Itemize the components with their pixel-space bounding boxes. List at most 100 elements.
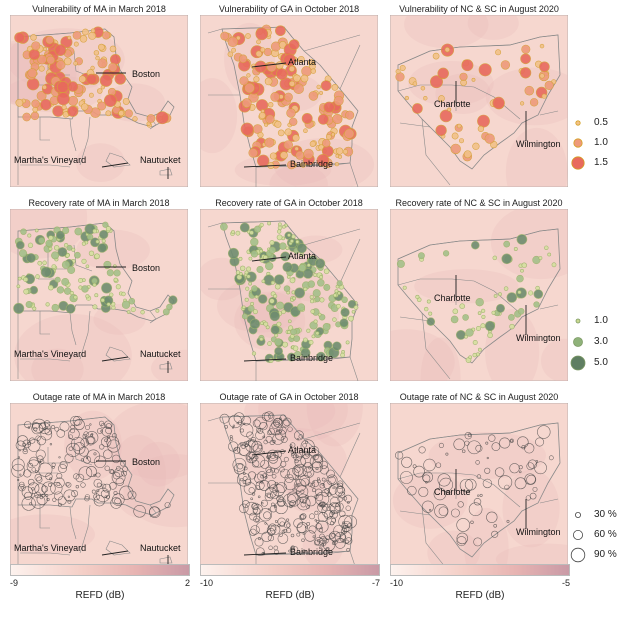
- station-marker: [280, 461, 287, 468]
- station-marker: [275, 68, 288, 80]
- station-marker: [548, 455, 554, 461]
- station-marker: [395, 68, 401, 75]
- station-marker: [265, 486, 277, 499]
- station-marker: [72, 30, 82, 40]
- station-marker: [395, 451, 404, 460]
- station-marker: [456, 123, 462, 129]
- panel-outage-ma: Outage rate of MA in March 2018 Boston Ma…: [10, 392, 188, 575]
- station-marker: [255, 430, 265, 440]
- station-marker: [480, 323, 486, 329]
- station-marker: [439, 109, 453, 123]
- station-marker: [415, 294, 420, 299]
- station-marker: [353, 305, 359, 310]
- legend-label: 60 %: [594, 529, 617, 540]
- station-marker: [261, 279, 266, 284]
- station-marker: [34, 228, 39, 233]
- station-marker: [17, 456, 20, 459]
- legend-marker: [575, 512, 581, 518]
- station-marker: [269, 310, 280, 322]
- station-marker: [265, 325, 270, 330]
- station-marker: [312, 535, 316, 539]
- panel-recovery-ga: Recovery rate of GA in October 2018 Atla…: [200, 198, 378, 381]
- station-marker: [67, 105, 79, 117]
- station-marker: [302, 549, 306, 554]
- station-marker: [65, 482, 72, 488]
- station-marker: [287, 319, 292, 324]
- station-marker: [274, 120, 282, 128]
- station-marker: [293, 452, 302, 462]
- station-marker: [253, 76, 260, 83]
- station-marker: [35, 435, 41, 441]
- station-marker: [293, 335, 301, 342]
- station-marker: [240, 122, 254, 136]
- station-marker: [428, 311, 433, 316]
- station-marker: [270, 92, 281, 102]
- station-marker: [224, 424, 229, 429]
- colorbar-label: REFD (dB): [265, 590, 315, 601]
- station-marker: [423, 95, 428, 101]
- station-marker: [42, 260, 47, 266]
- station-marker: [113, 491, 118, 496]
- station-marker: [85, 425, 90, 430]
- station-marker: [509, 323, 515, 330]
- legend-label: 90 %: [594, 549, 617, 560]
- station-marker: [459, 303, 465, 309]
- station-marker: [314, 258, 326, 269]
- station-marker: [477, 494, 480, 497]
- station-marker: [19, 249, 28, 258]
- station-marker: [164, 502, 171, 509]
- station-marker: [457, 501, 464, 508]
- legend-item: 1.5: [568, 154, 625, 172]
- station-marker: [132, 116, 138, 122]
- station-marker: [108, 62, 118, 72]
- station-marker: [246, 431, 254, 439]
- station-marker: [310, 299, 315, 304]
- station-marker: [544, 80, 554, 90]
- station-marker: [475, 298, 484, 307]
- station-marker: [291, 452, 297, 458]
- leader-line: [243, 358, 287, 362]
- station-marker: [313, 539, 320, 546]
- panel-vulnerability-ma: Vulnerability of MA in March 2018 Boston…: [10, 4, 188, 187]
- station-marker: [105, 226, 111, 232]
- station-marker: [99, 74, 113, 87]
- station-marker: [29, 456, 39, 467]
- station-marker: [477, 311, 482, 315]
- station-marker: [23, 276, 29, 283]
- station-marker: [44, 427, 53, 436]
- station-marker: [283, 140, 294, 150]
- legend-marker: [573, 337, 583, 347]
- leader-line: [251, 62, 287, 68]
- station-marker: [26, 253, 36, 263]
- leader-line: [251, 450, 287, 456]
- station-marker: [78, 75, 87, 83]
- station-marker: [238, 256, 243, 261]
- station-marker: [114, 467, 124, 478]
- station-marker: [500, 60, 511, 70]
- station-marker: [298, 434, 303, 439]
- city-label: Bainbridge: [290, 547, 333, 557]
- station-marker: [334, 289, 339, 294]
- legend-symbol: [568, 312, 588, 330]
- station-marker: [257, 294, 268, 304]
- station-marker: [93, 452, 97, 456]
- station-marker: [288, 80, 296, 87]
- station-marker: [471, 240, 480, 250]
- station-marker: [255, 50, 263, 58]
- station-marker: [51, 462, 56, 467]
- station-marker: [46, 55, 56, 65]
- station-marker: [267, 221, 272, 226]
- station-marker: [316, 520, 329, 533]
- station-marker: [99, 444, 105, 450]
- station-marker: [302, 450, 311, 459]
- station-marker: [270, 524, 281, 535]
- station-marker: [248, 256, 253, 261]
- station-marker: [74, 251, 81, 259]
- station-marker: [273, 545, 279, 551]
- map-canvas: Atlanta Bainbridge: [200, 403, 378, 575]
- station-marker: [338, 491, 346, 499]
- station-marker: [250, 250, 259, 258]
- station-marker: [252, 454, 266, 468]
- station-marker: [27, 478, 35, 486]
- station-marker: [437, 67, 449, 80]
